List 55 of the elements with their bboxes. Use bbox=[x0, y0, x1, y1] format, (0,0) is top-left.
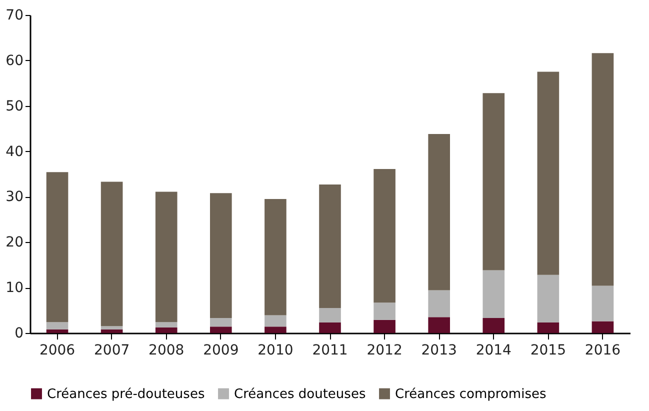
bar bbox=[210, 193, 232, 318]
bar bbox=[428, 317, 450, 333]
bar bbox=[46, 322, 68, 330]
y-tick-label: 40 bbox=[6, 144, 24, 160]
bar bbox=[100, 182, 123, 326]
bar bbox=[428, 134, 450, 290]
legend-label: Créances douteuses bbox=[234, 386, 366, 402]
bar bbox=[537, 322, 560, 333]
y-tick-label: 20 bbox=[6, 234, 24, 251]
bar bbox=[210, 318, 232, 327]
bar bbox=[46, 329, 68, 333]
bar bbox=[264, 198, 286, 316]
bar bbox=[155, 192, 178, 322]
bar bbox=[319, 322, 341, 333]
legend-label: Créances compromises bbox=[395, 386, 546, 402]
x-tick-label: 2011 bbox=[312, 342, 348, 358]
bar bbox=[155, 322, 178, 328]
bar bbox=[374, 302, 396, 320]
bar bbox=[155, 328, 178, 333]
bar bbox=[46, 172, 68, 322]
x-tick-label: 2013 bbox=[421, 342, 457, 358]
bar bbox=[264, 326, 286, 333]
x-tick-label: 2006 bbox=[39, 342, 76, 358]
y-tick-label: 10 bbox=[6, 280, 24, 296]
y-tick-label: 30 bbox=[6, 189, 24, 206]
bar bbox=[100, 329, 123, 333]
bar bbox=[592, 286, 614, 322]
x-tick-label: 2015 bbox=[530, 342, 566, 358]
x-tick-label: 2016 bbox=[584, 342, 621, 358]
bar bbox=[592, 53, 614, 286]
bar bbox=[592, 321, 614, 333]
bar bbox=[264, 315, 286, 327]
bar bbox=[210, 326, 232, 333]
legend-label: Créances pré-douteuses bbox=[47, 386, 205, 402]
bar bbox=[374, 320, 396, 333]
bar bbox=[319, 184, 341, 308]
y-tick-label: 0 bbox=[14, 326, 24, 342]
bar bbox=[482, 318, 505, 333]
x-tick-label: 2008 bbox=[148, 342, 184, 358]
bar bbox=[428, 290, 450, 318]
y-tick-label: 60 bbox=[6, 52, 24, 69]
y-tick-label: 50 bbox=[6, 98, 24, 114]
bar bbox=[319, 308, 341, 323]
bar bbox=[374, 169, 396, 303]
x-tick-label: 2009 bbox=[203, 342, 239, 358]
y-tick-label: 70 bbox=[6, 8, 24, 24]
bar bbox=[482, 270, 505, 318]
x-tick-label: 2012 bbox=[366, 342, 402, 358]
bar bbox=[482, 93, 505, 270]
bar bbox=[100, 326, 123, 330]
x-tick-label: 2007 bbox=[94, 342, 130, 358]
x-tick-label: 2010 bbox=[258, 342, 294, 358]
bar bbox=[537, 274, 560, 323]
bar bbox=[537, 72, 560, 275]
x-tick-label: 2014 bbox=[476, 342, 512, 358]
